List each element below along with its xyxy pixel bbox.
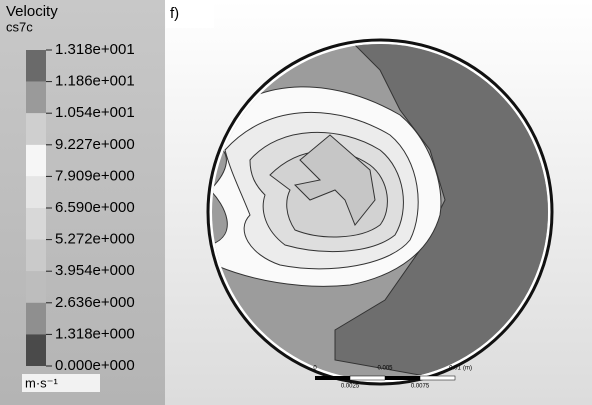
scale-seg: [385, 376, 420, 380]
level-label: 5.272e+000: [55, 231, 135, 248]
scale-subtick: 0.0025: [341, 384, 360, 390]
panel-label: f): [170, 5, 179, 22]
color-band: [26, 239, 46, 272]
level-label: 7.909e+000: [55, 167, 135, 184]
color-band: [26, 113, 46, 145]
color-band: [26, 50, 46, 82]
scale-seg: [419, 375, 456, 381]
level-label: 1.318e+000: [55, 325, 135, 342]
level-label: 3.954e+000: [55, 262, 135, 279]
level-label: 6.590e+000: [55, 199, 135, 216]
color-band: [26, 176, 46, 208]
level-label: 1.318e+001: [55, 41, 135, 58]
level-label: 0.000e+000: [55, 357, 135, 374]
scale-seg: [349, 375, 386, 381]
contours: [212, 44, 548, 380]
unit-box: [22, 374, 100, 392]
color-band: [26, 271, 46, 303]
color-band: [26, 334, 46, 366]
legend-levels: 1.318e+001 1.186e+001 1.054e+001 9.227e+000…: [46, 41, 135, 374]
legend-subtitle: cs7c: [6, 19, 33, 34]
scale-seg: [315, 376, 350, 380]
legend-title: Velocity: [6, 3, 58, 20]
color-band: [26, 302, 46, 335]
scale-bar: 0 0.005 0.01 (m) 0.0025 0.0075: [313, 366, 472, 390]
legend-unit: m·s⁻¹: [25, 375, 59, 390]
scale-tick: 0.01: [449, 366, 461, 372]
scale-unit: (m): [463, 366, 472, 372]
scale-tick: 0: [313, 366, 317, 372]
scale-subtick: 0.0075: [411, 384, 430, 390]
color-band: [26, 208, 46, 240]
scale-tick: 0.005: [377, 366, 393, 372]
level-label: 2.636e+000: [55, 294, 135, 311]
label-box: [166, 0, 214, 28]
color-band: [26, 144, 46, 177]
color-band: [26, 81, 46, 114]
level-label: 1.186e+001: [55, 73, 135, 90]
level-label: 9.227e+000: [55, 136, 135, 153]
level-label: 1.054e+001: [55, 104, 135, 121]
color-bar: [26, 50, 46, 366]
